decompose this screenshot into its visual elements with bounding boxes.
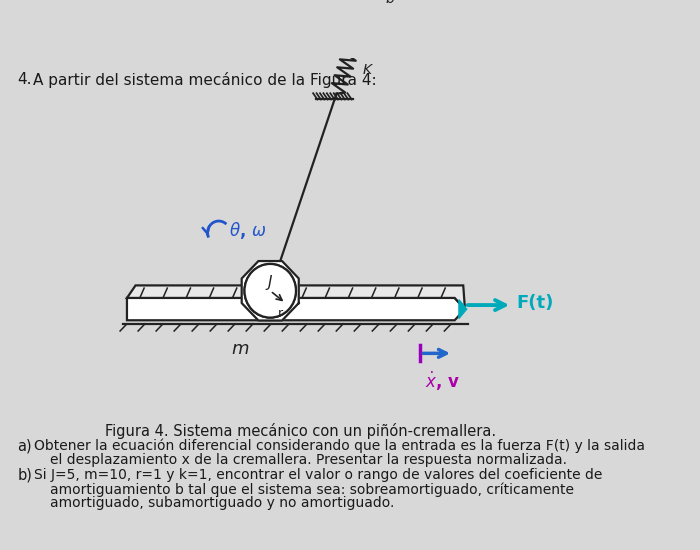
Text: $\theta$, $\omega$: $\theta$, $\omega$ <box>229 221 267 241</box>
Circle shape <box>244 264 296 317</box>
Text: K: K <box>363 63 372 78</box>
Text: F(t): F(t) <box>517 294 554 312</box>
Polygon shape <box>127 298 465 320</box>
Text: 4.: 4. <box>18 72 32 87</box>
Text: m: m <box>232 340 249 358</box>
Polygon shape <box>241 261 299 321</box>
Text: amortiguamiento b tal que el sistema sea: sobreamortiguado, críticamente: amortiguamiento b tal que el sistema sea… <box>50 482 574 497</box>
Text: r: r <box>278 307 283 320</box>
Polygon shape <box>459 300 467 318</box>
Text: Obtener la ecuación diferencial considerando que la entrada es la fuerza F(t) y : Obtener la ecuación diferencial consider… <box>34 438 645 453</box>
Text: $\dot{x}$, v: $\dot{x}$, v <box>425 370 460 393</box>
Text: A partir del sistema mecánico de la Figura 4:: A partir del sistema mecánico de la Figu… <box>33 72 376 88</box>
Text: b: b <box>386 0 394 6</box>
Text: Si J=5, m=10, r=1 y k=1, encontrar el valor o rango de valores del coeficiente d: Si J=5, m=10, r=1 y k=1, encontrar el va… <box>34 468 603 482</box>
Text: Figura 4. Sistema mecánico con un piñón-cremallera.: Figura 4. Sistema mecánico con un piñón-… <box>105 423 496 439</box>
Circle shape <box>244 264 296 317</box>
Polygon shape <box>127 285 465 309</box>
Text: J: J <box>268 275 272 290</box>
Text: el desplazamiento x de la cremallera. Presentar la respuesta normalizada.: el desplazamiento x de la cremallera. Pr… <box>50 453 567 466</box>
Text: a): a) <box>18 438 32 453</box>
Text: amortiguado, subamortiguado y no amortiguado.: amortiguado, subamortiguado y no amortig… <box>50 496 394 510</box>
Text: b): b) <box>18 468 32 483</box>
